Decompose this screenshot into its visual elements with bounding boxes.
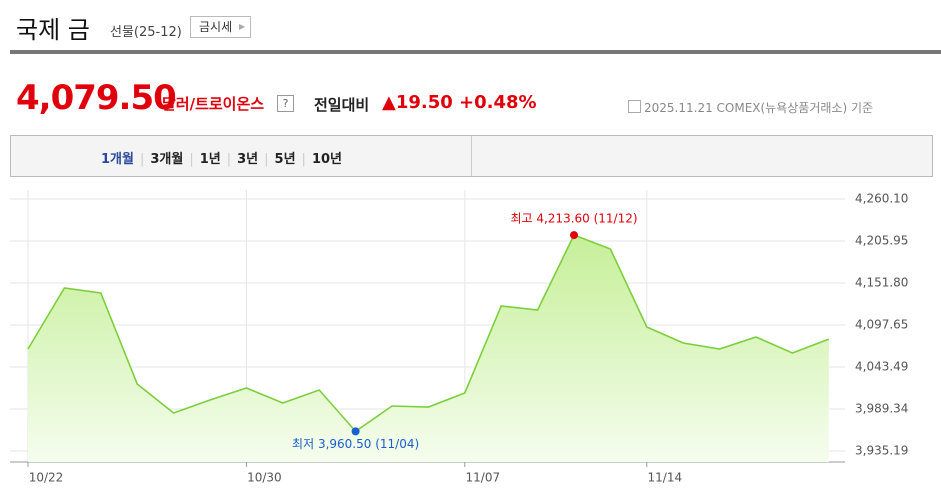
subtitle: 선물(25-12) (110, 25, 182, 40)
y-tick-label: 4,205.95 (855, 233, 908, 247)
x-tick-label: 10/30 (247, 471, 282, 485)
help-icon[interactable]: ? (277, 95, 294, 112)
period-tab[interactable]: 1개월 (101, 152, 134, 167)
y-tick-label: 4,151.80 (855, 275, 908, 289)
y-tick-label: 3,935.19 (855, 444, 908, 458)
x-tick-label: 11/14 (648, 471, 683, 485)
period-tab[interactable]: 5년 (274, 152, 296, 167)
low-label: 최저 3,960.50 (11/04) (292, 437, 419, 451)
period-tab[interactable]: 3년 (237, 152, 259, 167)
period-tab[interactable]: 10년 (311, 152, 342, 167)
change-pct: +0.48% (459, 92, 537, 113)
date-note-text: 2025.11.21 COMEX(뉴욕상품거래소) 기준 (644, 101, 874, 115)
y-tick-label: 4,097.65 (855, 317, 908, 331)
low-point (351, 427, 360, 436)
gold-price-button[interactable]: 금시세 ▶ (190, 16, 252, 38)
period-tab[interactable]: 1년 (199, 152, 221, 167)
y-tick-label: 4,260.10 (855, 192, 908, 206)
period-tab[interactable]: 3개월 (150, 152, 184, 167)
chart: 3,935.19 3,989.34 4,043.49 4,097.65 4,151.80… (10, 190, 908, 485)
title: 국제 금 (16, 16, 90, 44)
y-tick-label: 3,989.34 (855, 402, 908, 416)
area (28, 235, 829, 462)
date-note: 2025.11.21 COMEX(뉴욕상품거래소) 기준 (628, 99, 873, 116)
high-point (570, 231, 578, 240)
header-rule (10, 50, 941, 54)
price: 4,079.50 (16, 78, 177, 118)
line (27, 234, 830, 433)
tab-bar: 1개월 | 3개월 | 1년 | 3년 | 5년 | 10년 (10, 135, 933, 177)
change-label: 전일대비 (314, 96, 370, 114)
high-label: 최고 4,213.60 (11/12) (510, 212, 637, 226)
price-unit: 달러/트로이온스 (162, 95, 265, 113)
x-tick-label: 11/07 (466, 471, 501, 485)
x-tick-label: 10/22 (29, 471, 64, 485)
tab-list: 1개월 | 3개월 | 1년 | 3년 | 5년 | 10년 (101, 152, 342, 167)
y-tick-label: 4,043.49 (855, 360, 908, 374)
change: ▲19.50 (382, 92, 453, 113)
button-label: 금시세 (199, 20, 233, 34)
